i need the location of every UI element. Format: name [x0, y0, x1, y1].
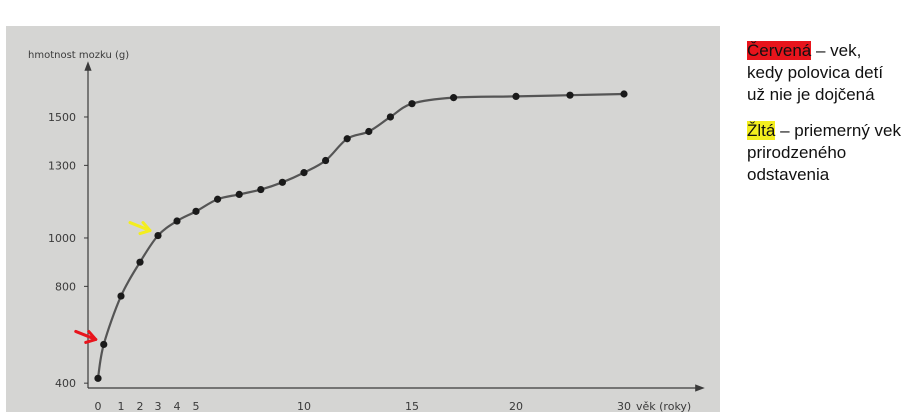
series-line	[96, 92, 625, 379]
data-point	[192, 207, 200, 215]
red-arrow-head	[84, 329, 98, 344]
data-point	[235, 190, 243, 199]
y-axis-title: hmotnost mozku (g)	[28, 50, 129, 61]
legend: Červená – vek, kedy polovica detí už nie…	[747, 40, 901, 186]
y-tick-label: 1000	[48, 232, 76, 245]
x-tick-label: 0	[95, 400, 102, 412]
red-arrow	[74, 329, 98, 344]
y-tick-label: 1500	[48, 111, 76, 124]
yellow-arrow-head	[138, 221, 152, 236]
data-point	[620, 90, 628, 98]
data-point	[100, 340, 108, 349]
x-tick-label: 5	[193, 400, 200, 412]
x-tick-label: 15	[405, 400, 419, 412]
data-point	[278, 178, 286, 186]
data-point	[450, 94, 458, 102]
legend-yellow-label: Žltá	[747, 121, 776, 140]
yellow-arrow	[128, 221, 152, 236]
x-tick-label: 4	[174, 400, 181, 412]
data-point	[408, 100, 416, 108]
x-axis-title: věk (roky)	[636, 400, 691, 412]
x-tick-label: 3	[155, 400, 162, 412]
data-point	[386, 113, 394, 121]
y-tick-label: 800	[55, 280, 76, 293]
x-tick-label: 20	[509, 400, 523, 412]
data-point	[566, 91, 574, 99]
data-point	[117, 292, 125, 300]
legend-red-label: Červená	[747, 41, 812, 60]
x-tick-label: 10	[297, 400, 311, 412]
data-point	[343, 135, 351, 143]
data-point	[214, 195, 222, 203]
chart-panel: 400 800 1000 1300 1500 0 1 2 3 4 5 10 15 20 30 hmotnost…	[6, 26, 720, 412]
y-tick-label: 400	[55, 377, 76, 390]
yellow-arrow-shaft	[128, 221, 152, 233]
x-tick-label: 1	[118, 400, 125, 412]
data-point	[365, 127, 373, 136]
legend-yellow-text: – priemerný vek prirodzeného odstavenia	[747, 121, 901, 184]
red-arrow-shaft	[74, 329, 98, 341]
brain-weight-chart: 400 800 1000 1300 1500 0 1 2 3 4 5 10 15 20 30 hmotnost…	[28, 50, 705, 412]
data-point	[512, 92, 520, 101]
data-point	[136, 258, 144, 266]
x-tick-label: 2	[137, 400, 144, 412]
data-point	[173, 217, 181, 225]
data-point	[154, 231, 162, 240]
legend-red-entry: Červená – vek, kedy polovica detí už nie…	[747, 40, 901, 106]
data-point	[94, 374, 102, 382]
data-point	[322, 156, 330, 165]
x-tick-label: 30	[617, 400, 631, 412]
data-point	[300, 169, 308, 177]
data-point	[257, 185, 265, 194]
legend-red-text: – vek, kedy polovica detí už nie je dojč…	[747, 41, 884, 104]
y-tick-label: 1300	[48, 159, 76, 172]
legend-yellow-entry: Žltá – priemerný vek prirodzeného odstav…	[747, 120, 901, 186]
